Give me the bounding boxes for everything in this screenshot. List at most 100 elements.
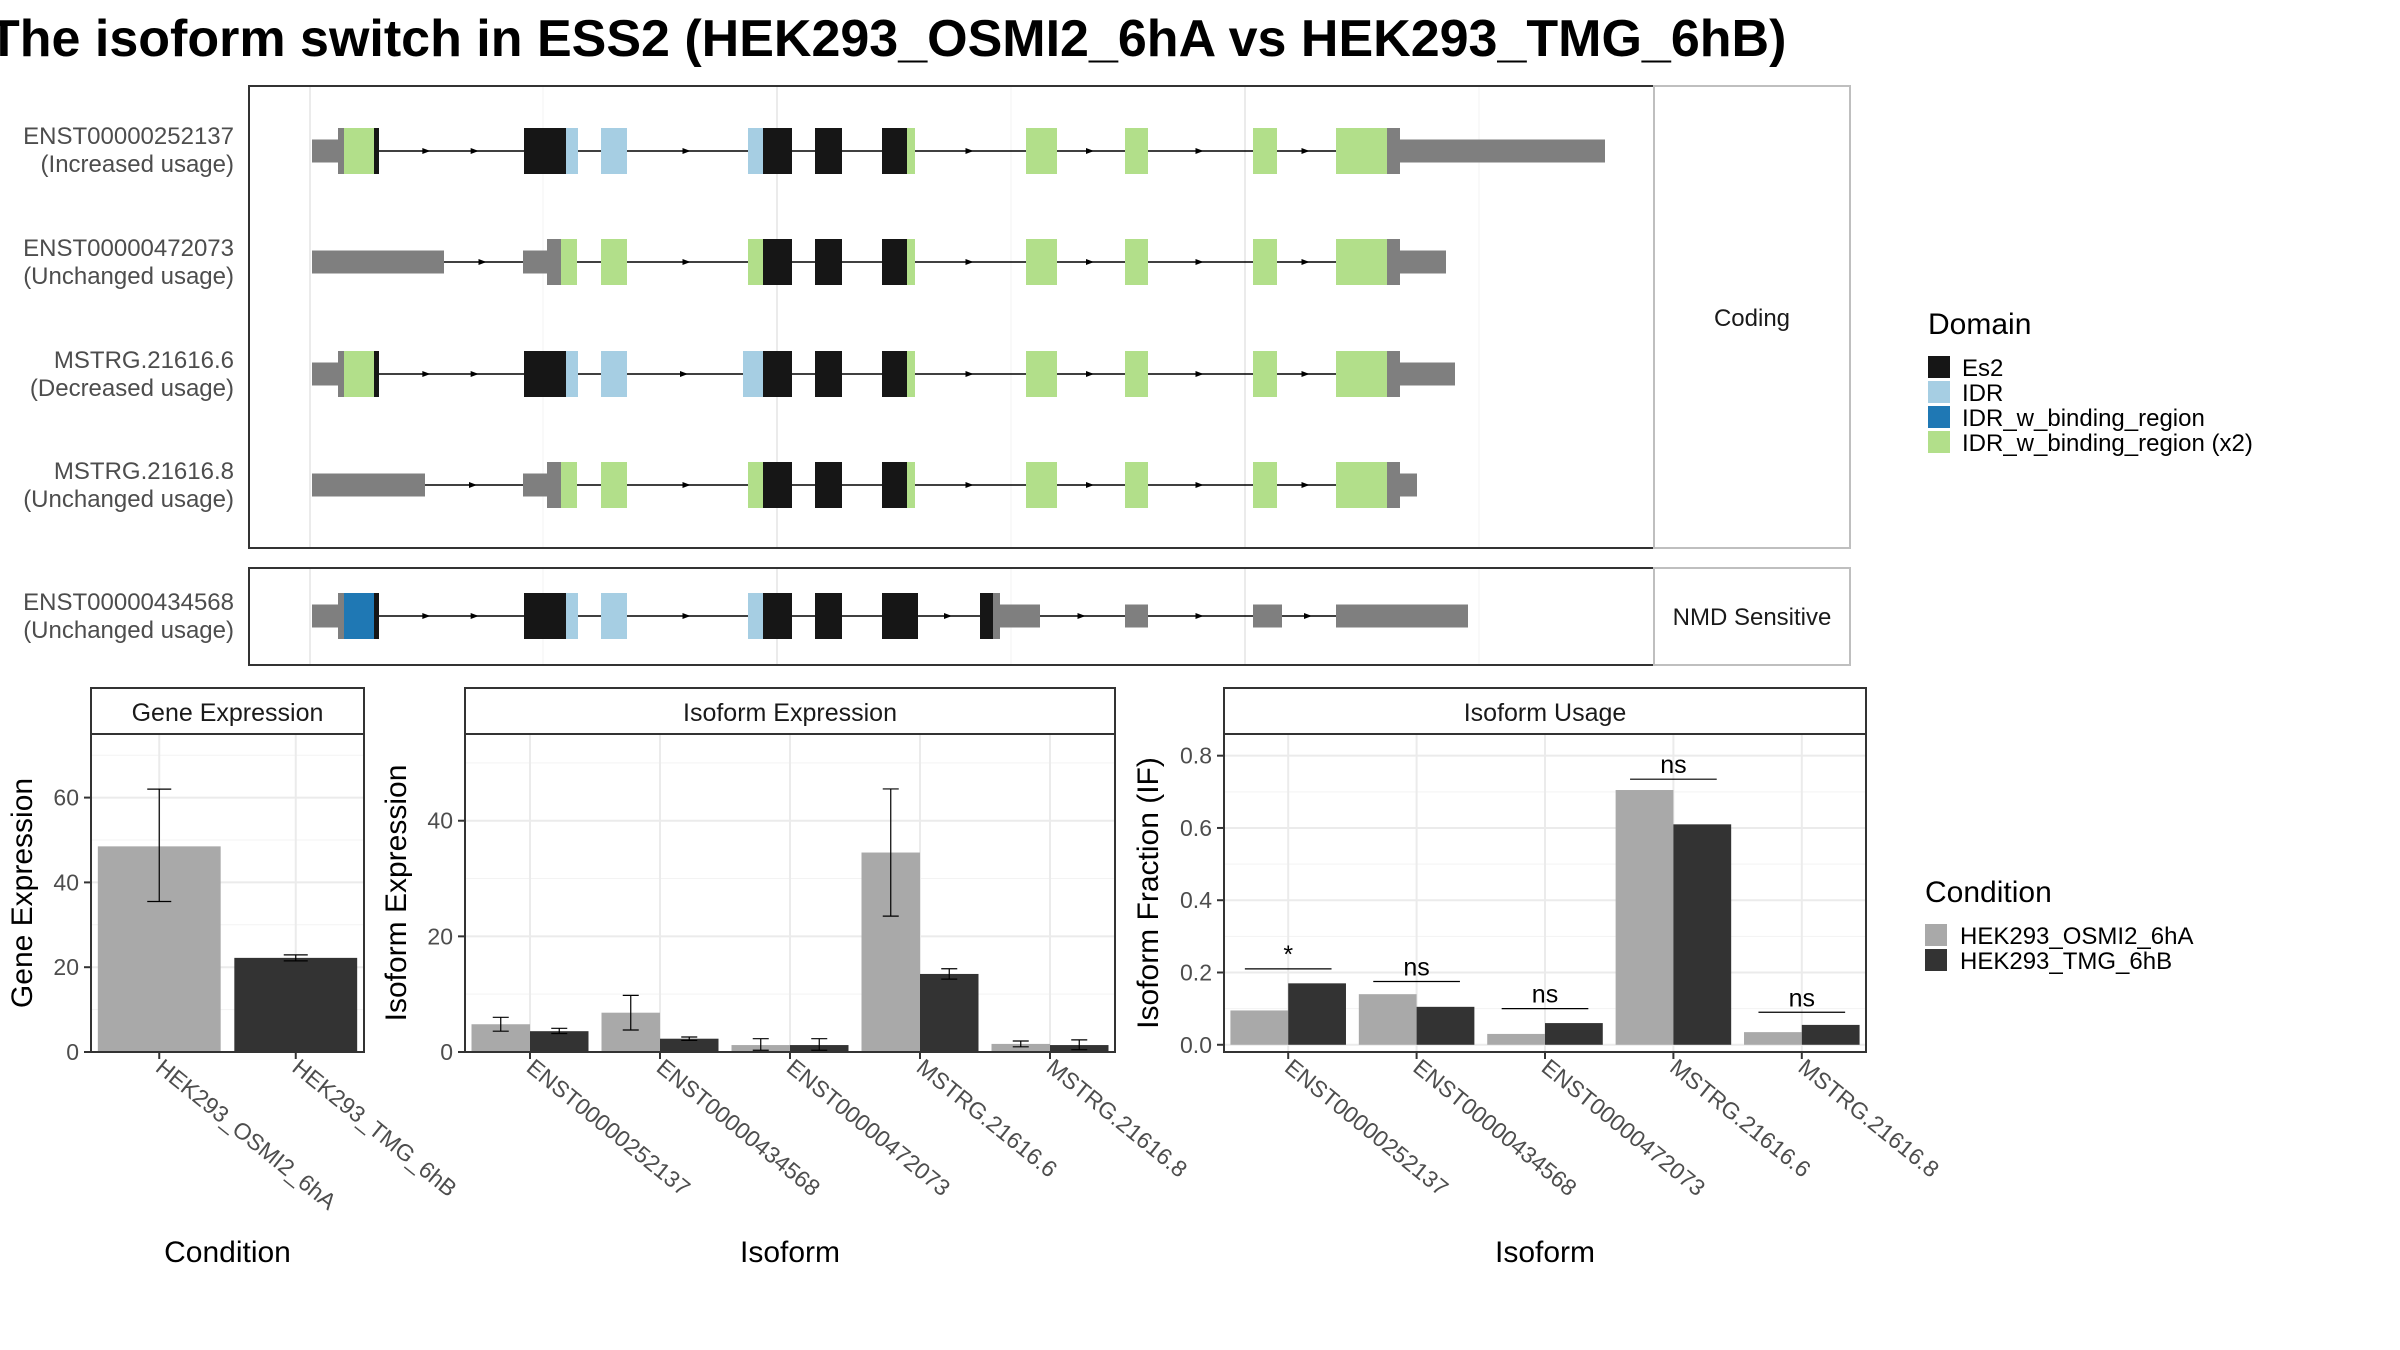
domain-block bbox=[1253, 351, 1277, 397]
nmd-strip bbox=[1653, 567, 1851, 666]
exon-block bbox=[1400, 250, 1446, 274]
x-tick-label: MSTRG.21616.8 bbox=[1042, 1054, 1192, 1183]
domain-block bbox=[1026, 351, 1057, 397]
domain-block bbox=[524, 128, 566, 174]
y-axis-title: Isoform Fraction (IF) bbox=[1132, 757, 1165, 1029]
transcript-1-name: ENST00000252137 bbox=[23, 123, 234, 150]
direction-arrow bbox=[965, 371, 974, 377]
domain-block bbox=[815, 462, 842, 508]
exon-block bbox=[1387, 462, 1400, 508]
direction-arrow bbox=[944, 613, 952, 619]
panel-title: Isoform Usage bbox=[1464, 699, 1627, 727]
domain-block bbox=[374, 351, 379, 397]
significance-label: ns bbox=[1403, 954, 1429, 982]
exon-block bbox=[312, 604, 338, 628]
domain-block bbox=[882, 351, 907, 397]
legend-label-idr: IDR bbox=[1962, 380, 2003, 407]
direction-arrow bbox=[1195, 482, 1204, 488]
direction-arrow bbox=[1086, 371, 1094, 377]
bar bbox=[1230, 1010, 1289, 1045]
legend-swatch-es2 bbox=[1928, 356, 1950, 378]
domain-block bbox=[1253, 462, 1277, 508]
domain-block bbox=[561, 239, 577, 285]
transcript-5-usage: (Unchanged usage) bbox=[23, 617, 234, 644]
exon-block bbox=[523, 250, 547, 274]
exon-block bbox=[993, 593, 1000, 639]
domain-block bbox=[882, 128, 907, 174]
domain-block bbox=[566, 128, 578, 174]
y-tick-label: 0.0 bbox=[1180, 1032, 1212, 1058]
y-tick-label: 60 bbox=[53, 785, 79, 811]
transcript-model-5 bbox=[312, 593, 1468, 639]
bar bbox=[1487, 1033, 1545, 1045]
direction-arrow bbox=[1195, 259, 1204, 265]
exon-block bbox=[523, 473, 547, 497]
domain-block bbox=[815, 128, 842, 174]
legend-swatch-cond-b bbox=[1925, 949, 1947, 971]
significance-label: ns bbox=[1789, 984, 1815, 1012]
transcript-model-2 bbox=[312, 239, 1446, 285]
direction-arrow bbox=[1195, 148, 1204, 154]
coding-strip bbox=[1653, 85, 1851, 549]
direction-arrow bbox=[1301, 259, 1310, 265]
bar bbox=[920, 973, 979, 1052]
y-tick-label: 0.8 bbox=[1180, 743, 1212, 769]
domain-block bbox=[1336, 128, 1387, 174]
y-tick-label: 0.6 bbox=[1180, 815, 1212, 841]
direction-arrow bbox=[1077, 613, 1086, 619]
domain-block bbox=[1125, 239, 1148, 285]
transcript-5-name: ENST00000434568 bbox=[23, 589, 234, 616]
exon-block bbox=[1336, 604, 1468, 628]
figure-title: The isoform switch in ESS2 (HEK293_OSMI2… bbox=[0, 10, 1786, 68]
legend-label-cond-b: HEK293_TMG_6hB bbox=[1960, 948, 2172, 975]
domain-block bbox=[524, 351, 566, 397]
domain-block bbox=[980, 593, 993, 639]
direction-arrow bbox=[1301, 371, 1310, 377]
domain-block bbox=[882, 593, 918, 639]
exon-block bbox=[1125, 604, 1148, 628]
legend-label-idr-binding-x2: IDR_w_binding_region (x2) bbox=[1962, 430, 2253, 457]
bar bbox=[1673, 824, 1732, 1045]
transcript-3-name: MSTRG.21616.6 bbox=[54, 347, 234, 374]
direction-arrow bbox=[470, 371, 479, 377]
exon-block bbox=[547, 239, 561, 285]
domain-block bbox=[1125, 462, 1148, 508]
domain-block bbox=[1026, 462, 1057, 508]
exon-block bbox=[1387, 351, 1400, 397]
nmd-strip-label: NMD Sensitive bbox=[1673, 604, 1832, 631]
direction-arrow bbox=[965, 259, 974, 265]
domain-block bbox=[1253, 128, 1277, 174]
exon-block bbox=[338, 351, 344, 397]
domain-block bbox=[1026, 239, 1057, 285]
domain-block bbox=[344, 593, 374, 639]
direction-arrow bbox=[682, 259, 691, 265]
significance-label: ns bbox=[1660, 751, 1686, 779]
exon-block bbox=[1400, 139, 1605, 163]
legend-swatch-idr bbox=[1928, 381, 1950, 403]
domain-legend: Domain Es2 IDR IDR_w_binding_region IDR_… bbox=[1928, 308, 2253, 457]
domain-block bbox=[374, 128, 379, 174]
bar bbox=[530, 1031, 589, 1052]
y-tick-label: 20 bbox=[53, 954, 79, 980]
exon-block bbox=[1400, 362, 1455, 386]
direction-arrow bbox=[1086, 259, 1094, 265]
y-axis-title: Gene Expression bbox=[6, 778, 39, 1008]
exon-models bbox=[312, 128, 1605, 639]
domain-block bbox=[763, 128, 792, 174]
bar bbox=[1288, 983, 1346, 1045]
domain-block bbox=[907, 462, 915, 508]
y-tick-label: 40 bbox=[427, 808, 453, 834]
domain-block bbox=[815, 351, 842, 397]
domain-block bbox=[763, 593, 792, 639]
domain-block bbox=[566, 351, 578, 397]
domain-block bbox=[763, 351, 792, 397]
domain-block bbox=[1026, 128, 1057, 174]
direction-arrow bbox=[682, 148, 691, 154]
domain-block bbox=[743, 351, 763, 397]
direction-arrow bbox=[682, 482, 691, 488]
panel-strip bbox=[1223, 687, 1867, 735]
domain-block bbox=[1125, 351, 1148, 397]
domain-block bbox=[907, 128, 915, 174]
transcript-model-1 bbox=[312, 128, 1605, 174]
significance-label: ns bbox=[1532, 981, 1558, 1009]
